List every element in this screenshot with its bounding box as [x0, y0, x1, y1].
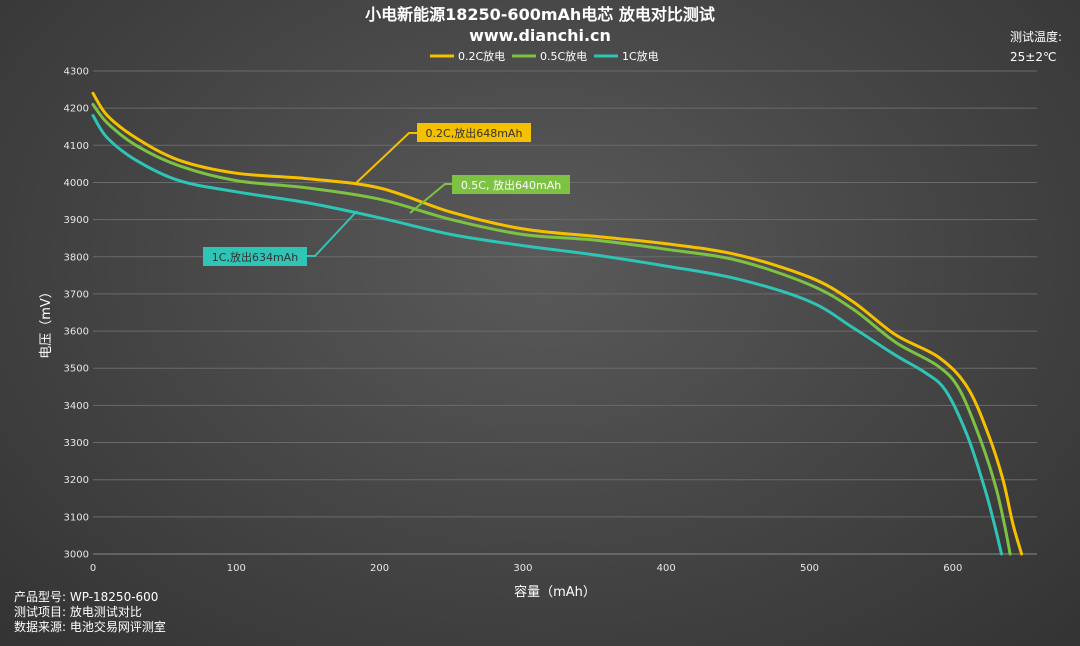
footer-source: 数据来源: 电池交易网评测室	[14, 620, 166, 634]
y-tick-label: 4000	[64, 178, 89, 189]
callout-label: 0.2C,放出648mAh	[426, 126, 523, 140]
y-tick-label: 4100	[64, 141, 89, 152]
y-tick-label: 3200	[64, 475, 89, 486]
chart-title: 小电新能源18250-600mAh电芯 放电对比测试	[365, 5, 715, 24]
x-tick-label: 600	[943, 563, 962, 574]
callout-box	[452, 175, 570, 194]
callout-label: 0.5C, 放出640mAh	[461, 178, 561, 192]
x-tick-label: 100	[227, 563, 246, 574]
callout-box	[203, 247, 307, 266]
footer-project: 测试项目: 放电测试对比	[14, 605, 142, 619]
series-line-1	[91, 102, 1012, 556]
x-tick-label: 300	[513, 563, 532, 574]
x-tick-label: 0	[90, 563, 96, 574]
chart-subtitle: www.dianchi.cn	[469, 26, 611, 45]
y-axis-label: 电压（mV）	[39, 285, 54, 359]
x-axis-label: 容量（mAh）	[514, 584, 596, 600]
x-tick-label: 500	[800, 563, 819, 574]
series-line-2	[91, 114, 1003, 556]
x-tick-label: 400	[657, 563, 676, 574]
y-tick-label: 4300	[64, 67, 89, 78]
y-tick-label: 3800	[64, 252, 89, 263]
callout-label: 1C,放出634mAh	[212, 250, 298, 264]
x-tick-label: 200	[370, 563, 389, 574]
y-tick-label: 3000	[64, 550, 89, 561]
series-lines	[91, 91, 1024, 556]
legend-label: 1C放电	[622, 49, 659, 63]
callout-box	[417, 123, 531, 142]
grid-lines	[93, 70, 1037, 555]
test-temp-label: 测试温度:	[1010, 29, 1062, 44]
y-tick-label: 3500	[64, 364, 89, 375]
axis-ticks: 3000310032003300340035003600370038003900…	[64, 67, 963, 575]
test-temp-value: 25±2℃	[1010, 50, 1056, 64]
y-tick-label: 3300	[64, 438, 89, 449]
legend-label: 0.5C放电	[540, 49, 587, 63]
y-tick-label: 3400	[64, 401, 89, 412]
callouts: 0.2C,放出648mAh 0.5C, 放出640mAh 1C,放出634mAh	[203, 123, 570, 266]
legend-label: 0.2C放电	[458, 49, 505, 63]
y-tick-label: 3700	[64, 289, 89, 300]
y-tick-label: 4200	[64, 104, 89, 115]
y-tick-label: 3100	[64, 512, 89, 523]
footer-model: 产品型号: WP-18250-600	[14, 590, 159, 604]
series-line-0	[91, 91, 1024, 556]
y-tick-label: 3600	[64, 327, 89, 338]
callout-leader	[409, 183, 452, 214]
footer-info: 产品型号: WP-18250-600 测试项目: 放电测试对比 数据来源: 电池…	[14, 590, 166, 635]
callout-leader	[354, 132, 417, 185]
y-tick-label: 3900	[64, 215, 89, 226]
callout-leader	[307, 210, 358, 257]
legend: 0.2C放电 0.5C放电 1C放电	[430, 49, 659, 63]
